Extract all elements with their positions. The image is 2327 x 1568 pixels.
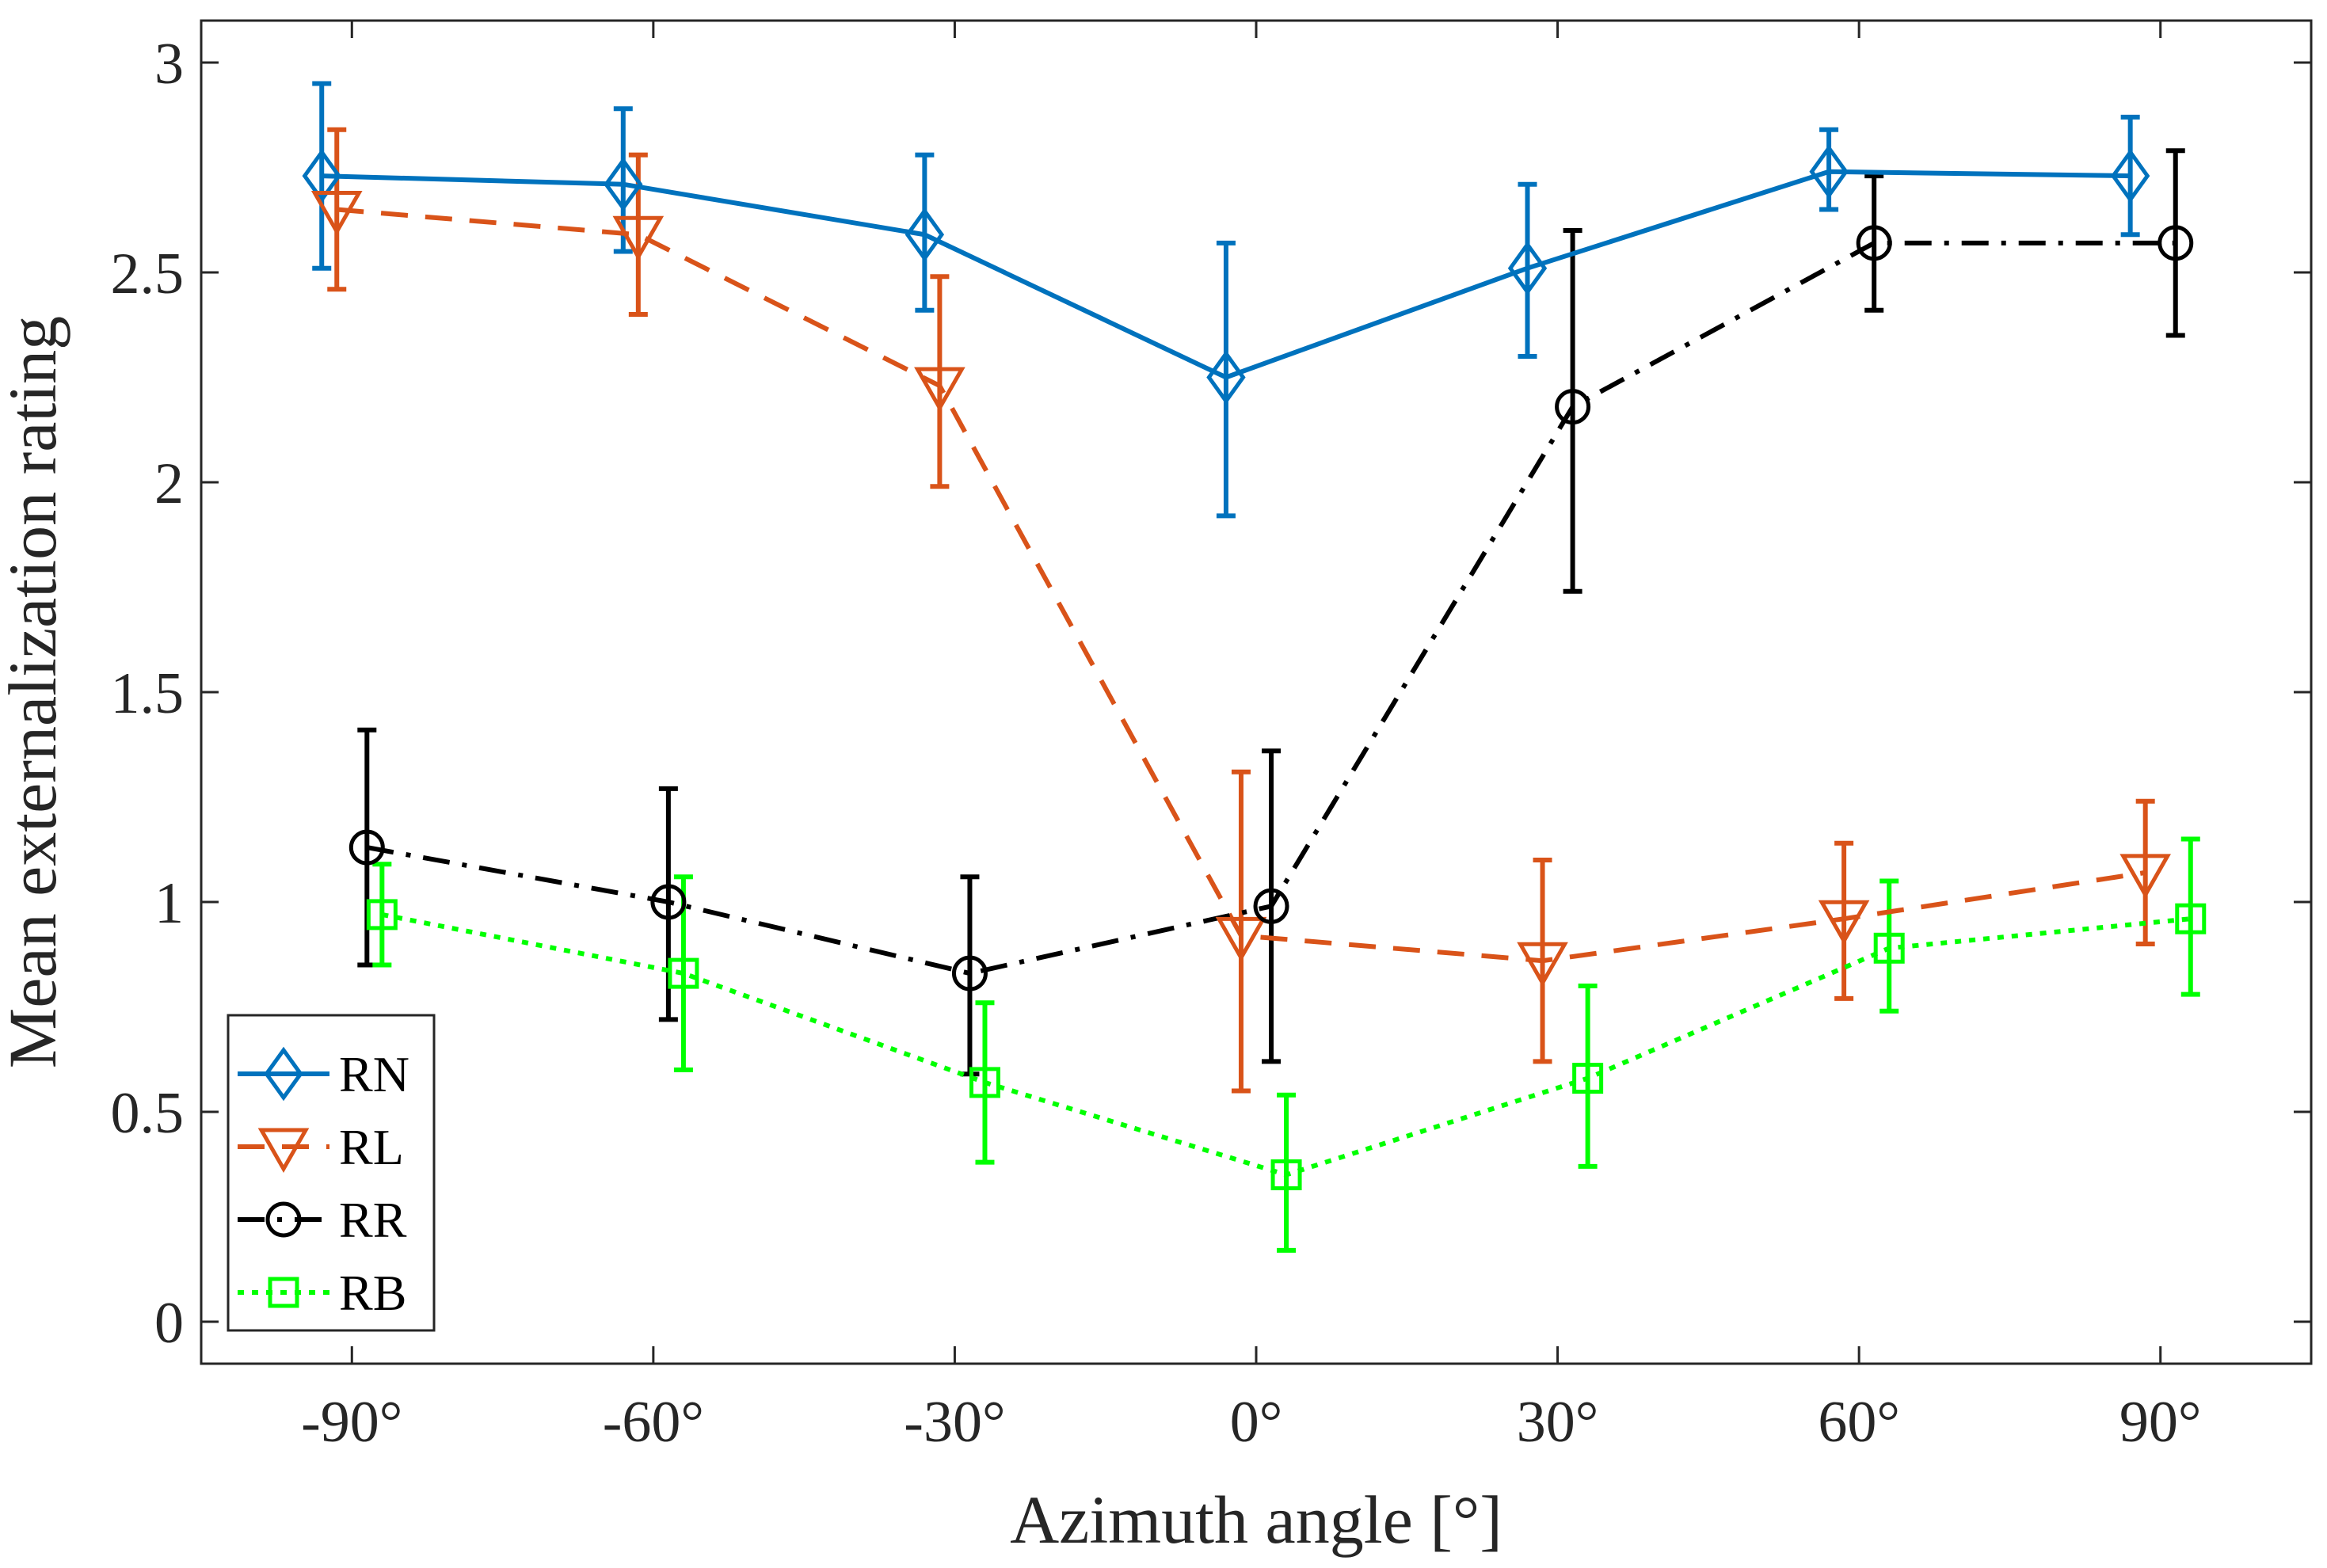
y-tick-label: 0.5 (111, 1081, 185, 1146)
series-line-RN (322, 169, 2131, 380)
point-RL (1215, 916, 1267, 962)
point-RB (668, 957, 699, 989)
point-RN (1507, 241, 1548, 295)
point-RR (951, 955, 988, 991)
point-RB (2175, 903, 2207, 934)
legend-label-RB: RB (339, 1265, 406, 1321)
point-RN (604, 157, 643, 211)
markers (302, 144, 2207, 1190)
y-tick-label: 3 (154, 32, 184, 97)
point-RR (1856, 225, 1892, 261)
x-tick-label: 60° (1818, 1390, 1900, 1455)
legend-marker-RN (264, 1046, 303, 1102)
axes: -90° -60° -30° 0° 30° 60° 90° 0 0.5 1 1.5 2 2.5 3 (111, 21, 2311, 1455)
point-RL (914, 367, 965, 413)
point-RR (1253, 888, 1289, 924)
legend-marker-RL (257, 1128, 310, 1174)
point-RL (310, 191, 363, 236)
legend-label-RR: RR (339, 1192, 407, 1248)
x-tick-label: -60° (603, 1390, 704, 1455)
point-RN (905, 207, 945, 262)
legend-marker-RR (265, 1201, 302, 1238)
series-line-RR (366, 240, 2176, 976)
point-RN (1206, 350, 1246, 405)
point-RR (348, 829, 385, 866)
legend-box (227, 1014, 436, 1332)
plot-area (200, 19, 2313, 1365)
point-RR (2158, 225, 2194, 261)
legend: RN RL RR RB (227, 1014, 436, 1332)
x-tick-label: -90° (301, 1390, 402, 1455)
y-tick-label: 1.5 (111, 661, 185, 726)
x-tick-label: -30° (904, 1390, 1005, 1455)
point-RB (366, 899, 398, 931)
legend-label-RN: RN (339, 1046, 409, 1102)
y-axis-label: Mean externalization rating (0, 316, 70, 1068)
legend-label-RL: RL (339, 1119, 404, 1175)
series-lines (322, 169, 2192, 1178)
x-axis-label: Azimuth angle [°] (1010, 1482, 1502, 1558)
x-tick-label: 90° (2119, 1390, 2202, 1455)
legend-marker-RB (268, 1277, 299, 1308)
x-tick-label: 30° (1517, 1390, 1599, 1455)
point-RL (1517, 942, 1568, 988)
point-RR (1555, 389, 1591, 425)
y-tick-label: 2 (154, 451, 184, 516)
point-RN (1809, 144, 1849, 200)
y-tick-label: 1 (154, 871, 184, 936)
point-RL (612, 215, 665, 261)
series-line-RB (381, 911, 2192, 1178)
point-RB (969, 1067, 1000, 1098)
series-line-RL (337, 207, 2146, 964)
point-RB (1270, 1159, 1302, 1190)
point-RN (302, 148, 341, 204)
point-RB (1873, 932, 1905, 964)
point-RB (1572, 1063, 1604, 1094)
point-RL (1818, 900, 1870, 946)
point-RL (2119, 854, 2171, 899)
y-tick-label: 2.5 (111, 242, 185, 306)
y-tick-label: 0 (154, 1291, 184, 1356)
point-RN (2110, 148, 2150, 204)
x-tick-label: 0° (1230, 1390, 1283, 1455)
point-RR (650, 884, 687, 920)
